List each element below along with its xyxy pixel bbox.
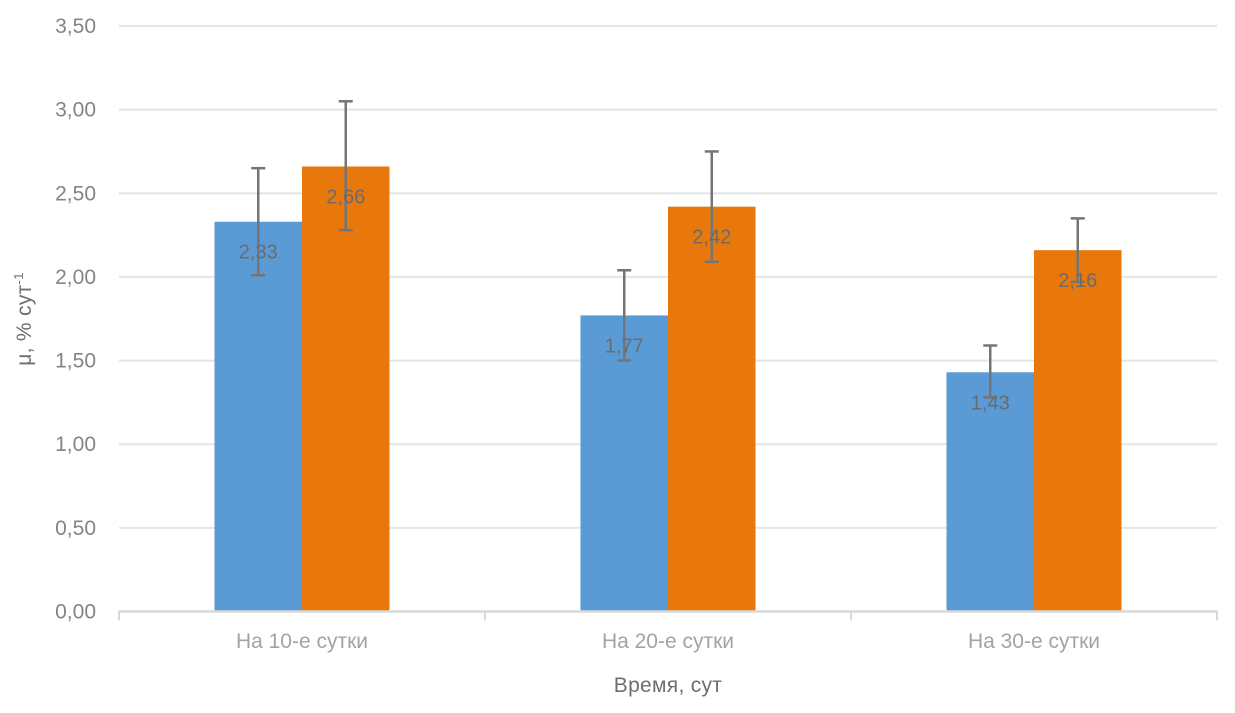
bar-blue-series-0 (214, 221, 302, 612)
y-tick-label: 3,00 (55, 99, 96, 122)
bar-blue-series-1 (580, 315, 668, 612)
y-tick-label: 0,00 (55, 601, 96, 624)
data-label-blue-series-0: 2,33 (239, 242, 278, 264)
bar-blue-series-2 (946, 372, 1034, 612)
y-tick-label: 2,50 (55, 182, 96, 205)
y-tick-label: 1,50 (55, 350, 96, 373)
data-label-orange-series-0: 2,66 (326, 187, 365, 209)
x-axis-title: Время, сут (613, 674, 723, 697)
y-tick-label: 0,50 (55, 517, 96, 540)
y-tick-label: 3,50 (55, 15, 96, 38)
y-axis-title-text: μ, % сут (13, 284, 36, 366)
bar-orange-series-0 (302, 166, 390, 612)
y-tick-label: 1,00 (55, 433, 96, 456)
category-label: На 30-е сутки (968, 630, 1100, 653)
data-label-blue-series-2: 1,43 (971, 392, 1010, 414)
y-tick-label: 2,00 (55, 266, 96, 289)
category-label: На 20-е сутки (602, 630, 734, 653)
data-label-orange-series-2: 2,16 (1058, 270, 1097, 292)
y-axis-title: μ, % сут-1 (11, 272, 37, 365)
bar-orange-series-1 (668, 206, 756, 612)
bar-orange-series-2 (1034, 250, 1122, 612)
data-label-blue-series-1: 1,77 (605, 335, 644, 357)
data-label-orange-series-1: 2,42 (692, 227, 731, 249)
category-label: На 10-е сутки (236, 630, 368, 653)
y-axis-title-superscript: -1 (11, 272, 26, 285)
